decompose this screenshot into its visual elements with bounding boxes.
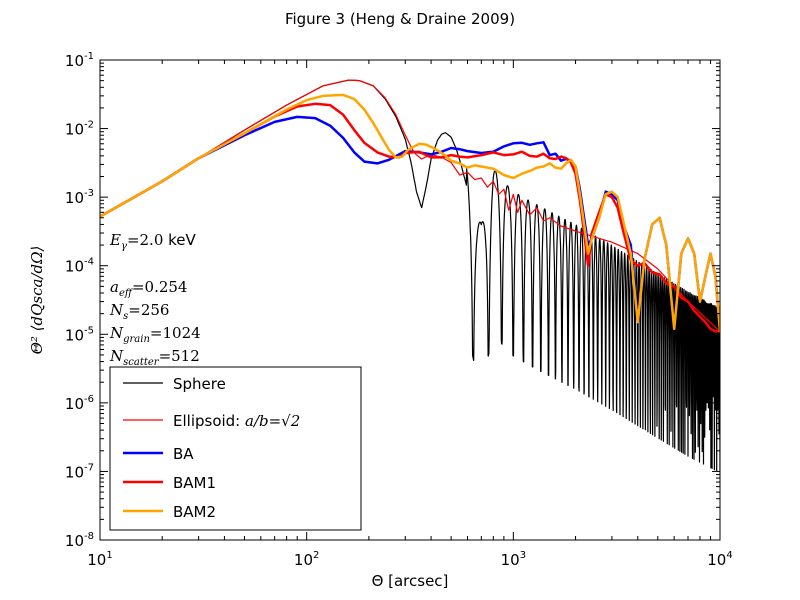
annotation-subscript: scatter xyxy=(123,357,160,368)
y-tick-label: 10-3 xyxy=(65,188,94,207)
legend-label-text: BA xyxy=(173,445,194,463)
legend: Sphere Ellipsoid: a/b=√2 BA BAM1 BAM2 xyxy=(109,366,362,531)
x-tick-label: 103 xyxy=(501,550,526,569)
plot-frame xyxy=(99,59,721,541)
y-tick-base: 10 xyxy=(65,121,84,139)
y-tick-base: 10 xyxy=(65,326,84,344)
y-tick-exp: -5 xyxy=(84,325,94,336)
legend-label-3: BAM1 xyxy=(173,474,216,492)
y-tick-base: 10 xyxy=(65,52,84,70)
annotation-symbol: N xyxy=(109,324,124,342)
annotation-subscript: s xyxy=(123,311,128,322)
y-tick-label: 10-4 xyxy=(65,257,94,276)
y-tick-exp: -2 xyxy=(84,120,94,131)
series-line-3 xyxy=(100,102,720,333)
legend-box xyxy=(109,366,362,531)
x-tick-base: 10 xyxy=(87,551,106,569)
annotation-ngrain: Ngrain=1024 xyxy=(109,324,201,345)
legend-label-text: Sphere xyxy=(173,375,226,393)
chart-title: Figure 3 (Heng & Draine 2009) xyxy=(285,10,515,28)
legend-label-text: BAM2 xyxy=(173,503,216,521)
legend-label-math: a/b=√2 xyxy=(245,412,300,430)
series-line-4 xyxy=(100,93,720,333)
y-tick-exp: -7 xyxy=(84,462,94,473)
series-layer xyxy=(100,79,720,473)
y-tick-base: 10 xyxy=(65,395,84,413)
x-tick-base: 10 xyxy=(707,551,726,569)
y-tick-label: 10-2 xyxy=(65,120,94,139)
annotation-nscatter: Nscatter=512 xyxy=(109,347,200,368)
x-axis-label: Θ [arcsec] xyxy=(372,572,449,590)
legend-label-text: BAM1 xyxy=(173,474,216,492)
y-tick-label: 10-7 xyxy=(65,462,94,481)
annotation-symbol: a xyxy=(110,278,119,296)
annotation-ns: Ns=256 xyxy=(109,301,169,322)
annotation-value: =2.0 xyxy=(127,231,163,249)
annotation-subscript: γ xyxy=(121,241,127,252)
legend-label-text: Ellipsoid: xyxy=(173,412,245,430)
y-tick-exp: -3 xyxy=(84,188,94,199)
x-tick-base: 10 xyxy=(294,551,313,569)
annotation-aeff: aeff=0.254 xyxy=(110,278,187,299)
x-tick-exp: 2 xyxy=(313,550,319,561)
y-tick-base: 10 xyxy=(65,463,84,481)
axis-ticks: 101 102 103 10410-810-710-610-510-410-310-2… xyxy=(65,51,733,569)
legend-label-1: Ellipsoid: a/b=√2 xyxy=(173,412,300,430)
y-tick-base: 10 xyxy=(65,532,84,550)
y-tick-exp: -1 xyxy=(84,51,94,62)
y-tick-exp: -4 xyxy=(84,257,94,268)
annotation-unit: keV xyxy=(163,231,196,249)
legend-label-0: Sphere xyxy=(173,375,226,393)
y-tick-base: 10 xyxy=(65,258,84,276)
x-tick-label: 102 xyxy=(294,550,319,569)
legend-label-2: BA xyxy=(173,445,194,463)
y-tick-exp: -8 xyxy=(84,531,94,542)
annotation-value: =1024 xyxy=(150,324,201,342)
parameter-annotations: Eγ=2.0 keVaeff=0.254Ns=256Ngrain=1024Nsc… xyxy=(109,231,201,368)
annotation-symbol: N xyxy=(109,347,124,365)
x-tick-exp: 3 xyxy=(520,550,526,561)
annotation-value: =256 xyxy=(128,301,169,319)
y-tick-label: 10-5 xyxy=(65,325,94,344)
series-line-1 xyxy=(100,79,720,332)
annotation-energy: Eγ=2.0 keV xyxy=(109,231,197,252)
y-tick-label: 10-1 xyxy=(65,51,94,70)
annotation-subscript: eff xyxy=(119,288,134,299)
y-tick-exp: -6 xyxy=(84,394,94,405)
y-axis-label: Θ² ⟨dQsca/dΩ⟩ xyxy=(28,246,46,355)
y-tick-base: 10 xyxy=(65,189,84,207)
legend-label-4: BAM2 xyxy=(173,503,216,521)
annotation-value: =0.254 xyxy=(132,278,188,296)
x-tick-exp: 1 xyxy=(106,550,112,561)
y-tick-label: 10-8 xyxy=(65,531,94,550)
annotation-symbol: E xyxy=(109,231,121,249)
x-tick-label: 104 xyxy=(707,550,732,569)
annotation-value: =512 xyxy=(159,347,200,365)
annotation-symbol: N xyxy=(109,301,124,319)
x-tick-exp: 4 xyxy=(726,550,732,561)
x-tick-base: 10 xyxy=(501,551,520,569)
y-tick-label: 10-6 xyxy=(65,394,94,413)
annotation-subscript: grain xyxy=(123,334,150,345)
x-tick-label: 101 xyxy=(87,550,112,569)
